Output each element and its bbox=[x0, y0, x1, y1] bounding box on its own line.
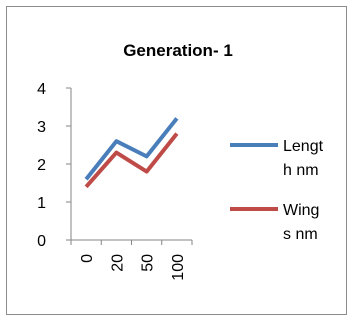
x-tick-label: 100 bbox=[170, 254, 187, 281]
legend-label-2: Wing bbox=[283, 202, 319, 219]
series-line-2 bbox=[84, 132, 179, 189]
x-tick-label: 0 bbox=[79, 254, 96, 263]
y-tick-label: 2 bbox=[37, 157, 46, 174]
legend-label-1: Lengt bbox=[283, 138, 324, 155]
axes: 0 1 2 3 4 0 20 50 100 bbox=[37, 81, 193, 281]
series-line-1 bbox=[84, 117, 179, 181]
y-tick-label: 3 bbox=[37, 119, 46, 136]
y-tick-label: 1 bbox=[37, 195, 46, 212]
x-tick-label: 20 bbox=[109, 254, 126, 272]
y-tick-label: 0 bbox=[37, 233, 46, 250]
chart-title: Generation- 1 bbox=[123, 41, 233, 60]
legend-label-1: h nm bbox=[283, 162, 319, 179]
legend: Lengt h nm Wing s nm bbox=[230, 138, 324, 243]
legend-label-2: s nm bbox=[283, 226, 318, 243]
x-tick-label: 50 bbox=[140, 254, 157, 272]
chart-frame bbox=[6, 6, 347, 315]
y-tick-label: 4 bbox=[37, 81, 46, 98]
plot-area bbox=[84, 117, 179, 189]
